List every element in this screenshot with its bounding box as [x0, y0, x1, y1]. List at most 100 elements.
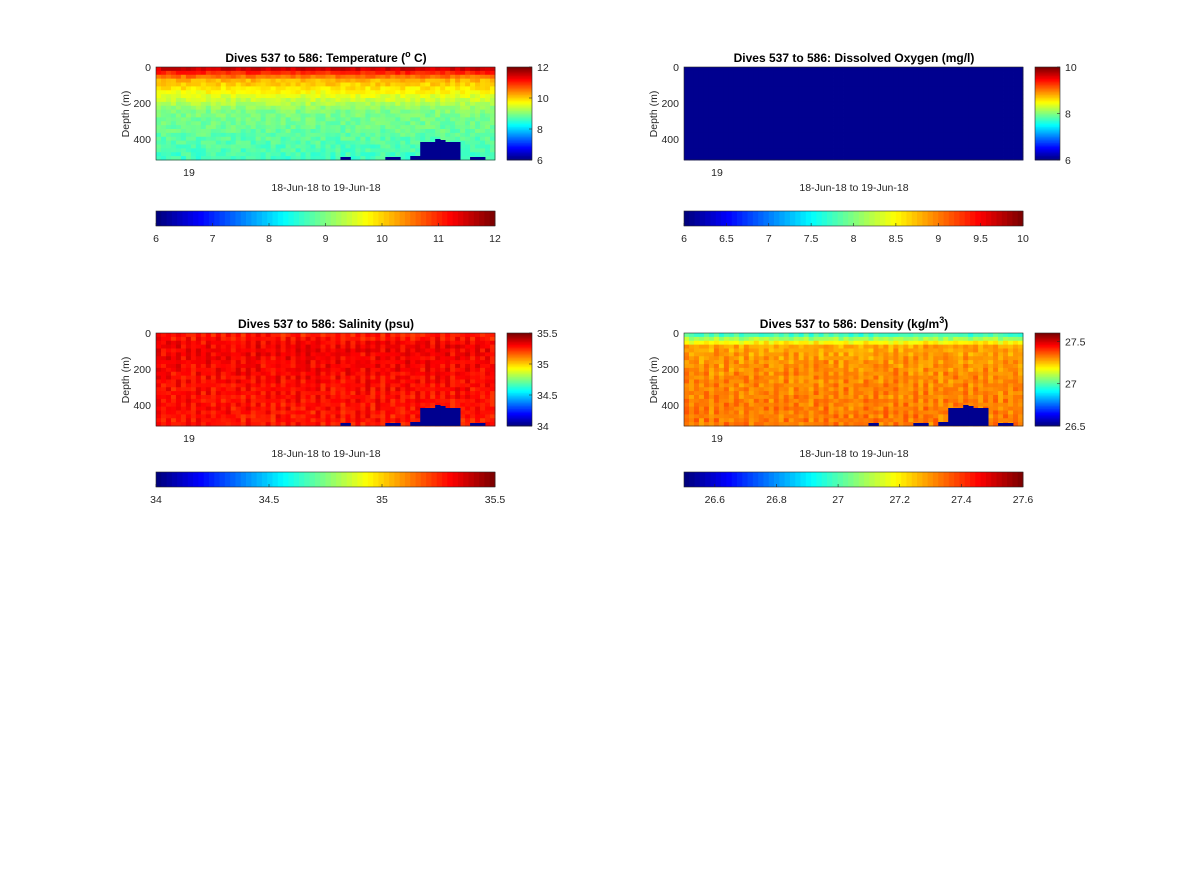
heatmap-cell — [210, 125, 217, 130]
heatmap-cell — [978, 117, 984, 122]
heatmap-cell — [400, 352, 406, 357]
heatmap-cell — [778, 148, 785, 153]
heatmap-cell — [698, 132, 705, 138]
heatmap-cell — [465, 90, 471, 95]
heatmap-cell — [883, 136, 889, 142]
heatmap-cell — [723, 101, 730, 107]
heatmap-cell — [728, 101, 735, 107]
heatmap-cell — [195, 129, 202, 134]
heatmap-cell — [305, 398, 311, 404]
heatmap-cell — [300, 82, 306, 87]
heatmap-cell — [410, 152, 416, 157]
heatmap-cell — [205, 156, 212, 161]
heatmap-cell — [340, 152, 346, 157]
heatmap-cell — [365, 406, 371, 411]
heatmap-cell — [415, 129, 421, 134]
heatmap-cell — [460, 402, 466, 408]
heatmap-cell — [460, 105, 466, 111]
heatmap-cell — [420, 136, 426, 142]
heatmap-cell — [465, 418, 471, 423]
heatmap-cell — [1018, 156, 1024, 161]
heatmap-cell — [718, 105, 725, 111]
heatmap-cell — [365, 379, 371, 384]
heatmap-cell — [220, 129, 227, 134]
heatmap-cell — [893, 90, 899, 95]
heatmap-cell — [465, 136, 471, 142]
heatmap-cell — [450, 86, 456, 91]
heatmap-cell — [888, 98, 894, 103]
heatmap-cell — [455, 387, 461, 392]
heatmap-cell — [893, 67, 899, 72]
heatmap-cell — [833, 74, 839, 80]
heatmap-cell — [723, 140, 730, 145]
heatmap-cell — [215, 152, 222, 157]
heatmap-cell — [185, 140, 192, 145]
heatmap-cell — [753, 136, 760, 142]
heatmap-cell — [280, 395, 287, 400]
heatmap-cell — [768, 156, 775, 161]
heatmap-cell — [415, 360, 421, 365]
heatmap-cell — [753, 129, 760, 134]
heatmap-cell — [240, 387, 247, 392]
heatmap-cell — [370, 94, 376, 99]
heatmap-cell — [320, 348, 326, 353]
heatmap-cell — [185, 129, 192, 134]
heatmap-cell — [300, 406, 306, 411]
heatmap-cell — [170, 152, 177, 157]
heatmap-cell — [828, 136, 834, 142]
heatmap-cell — [1008, 125, 1014, 130]
heatmap-cell — [485, 70, 491, 76]
heatmap-cell — [723, 156, 730, 161]
heatmap-cell — [160, 414, 167, 419]
heatmap-cell — [948, 90, 954, 95]
heatmap-cell — [240, 94, 247, 99]
heatmap-cell — [818, 94, 824, 99]
heatmap-cell — [350, 86, 356, 91]
heatmap-cell — [240, 360, 247, 365]
temperature-heatmap — [156, 67, 496, 161]
heatmap-cell — [738, 129, 745, 134]
heatmap-cell — [684, 132, 690, 138]
salinity-plot-frame — [155, 332, 496, 427]
heatmap-cell — [170, 144, 177, 149]
heatmap-cell — [260, 148, 267, 153]
heatmap-cell — [310, 140, 316, 145]
heatmap-cell — [375, 402, 381, 408]
heatmap-cell — [848, 78, 854, 83]
heatmap-cell — [385, 67, 391, 72]
heatmap-cell — [210, 418, 217, 423]
heatmap-cell — [190, 406, 197, 411]
heatmap-cell — [250, 90, 257, 95]
heatmap-cell — [470, 418, 476, 423]
heatmap-cell — [828, 86, 834, 91]
heatmap-cell — [823, 140, 829, 145]
heatmap-cell — [430, 402, 436, 408]
heatmap-cell — [350, 371, 356, 377]
heatmap-cell — [848, 74, 854, 80]
heatmap-cell — [485, 375, 491, 380]
heatmap-cell — [435, 109, 441, 114]
heatmap-cell — [395, 121, 401, 126]
heatmap-cell — [758, 101, 765, 107]
heatmap-cell — [470, 125, 476, 130]
heatmap-cell — [200, 86, 207, 91]
heatmap-cell — [195, 344, 202, 349]
heatmap-cell — [688, 67, 695, 72]
heatmap-cell — [156, 117, 162, 122]
heatmap-cell — [470, 70, 476, 76]
heatmap-cell — [260, 383, 267, 388]
heatmap-cell — [753, 156, 760, 161]
heatmap-cell — [380, 398, 386, 404]
heatmap-cell — [365, 340, 371, 346]
heatmap-cell — [808, 144, 815, 149]
heatmap-cell — [803, 156, 810, 161]
heatmap-cell — [255, 105, 262, 111]
heatmap-cell — [688, 101, 695, 107]
heatmap-cell — [1008, 148, 1014, 153]
heatmap-cell — [320, 375, 326, 380]
heatmap-cell — [460, 67, 466, 72]
heatmap-cell — [370, 360, 376, 365]
heatmap-cell — [250, 344, 257, 349]
heatmap-cell — [465, 336, 471, 342]
heatmap-cell — [993, 117, 999, 122]
